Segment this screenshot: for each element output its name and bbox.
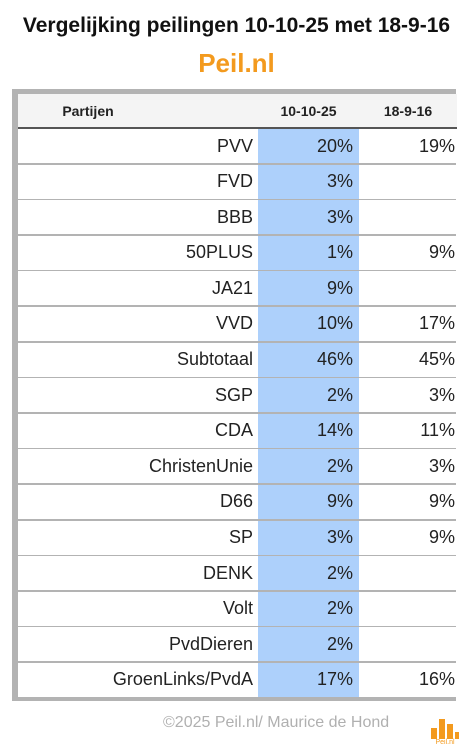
party-cell: DENK [202, 562, 253, 583]
current-value-cell: 3% [258, 520, 359, 555]
table-row: Volt 2% [18, 591, 457, 626]
previous-value-cell: 3% [428, 455, 455, 476]
current-value-cell: 10% [258, 306, 359, 341]
column-header-parties: Partijen [62, 102, 114, 119]
party-cell: PvdDieren [168, 633, 253, 654]
table-row: ChristenUnie 2% 3% [18, 449, 457, 484]
poll-table: Partijen 10-10-25 18-9-16 PVV 20% 19% FVD 3%… [12, 89, 457, 701]
table-row: FVD 3% [18, 164, 457, 199]
table-row: CDA 14% 11% [18, 413, 457, 448]
previous-value-cell [359, 556, 457, 590]
previous-value-cell: 17% [418, 313, 455, 334]
previous-value-cell: 9% [428, 491, 455, 512]
table-header-row: Partijen 10-10-25 18-9-16 [18, 94, 457, 127]
table-row: VVD 10% 17% [18, 306, 457, 341]
current-value-cell: 2% [258, 591, 359, 626]
party-cell: PVV [216, 135, 253, 156]
previous-value-cell [359, 627, 457, 661]
table-row: SP 3% 9% [18, 520, 457, 555]
previous-value-cell: 9% [428, 242, 455, 263]
table-row: PvdDieren 2% [18, 627, 457, 662]
table-row: 50PLUS 1% 9% [18, 235, 457, 270]
party-cell: Subtotaal [176, 349, 253, 370]
previous-value-cell [359, 200, 457, 234]
previous-value-cell: 11% [420, 420, 455, 441]
party-cell: BBB [216, 206, 253, 227]
previous-value-cell [359, 165, 457, 199]
table-row: DENK 2% [18, 556, 457, 591]
party-cell: 50PLUS [185, 242, 253, 263]
current-value-cell: 20% [258, 129, 359, 163]
party-cell: GroenLinks/PvdA [112, 669, 253, 690]
previous-value-cell: 9% [428, 527, 455, 548]
current-value-cell: 14% [258, 413, 359, 448]
table-row: JA21 9% [18, 271, 457, 306]
party-cell: ChristenUnie [148, 455, 253, 476]
current-value-cell: 9% [258, 271, 359, 306]
party-cell: SP [228, 527, 253, 548]
previous-value-cell [359, 592, 457, 626]
current-value-cell: 3% [258, 200, 359, 235]
current-value-cell: 2% [258, 378, 359, 413]
previous-value-cell [359, 271, 457, 305]
party-cell: FVD [217, 171, 253, 192]
header-divider [18, 127, 457, 129]
page-subtitle: Peil.nl [198, 48, 275, 78]
column-header-previous: 18-9-16 [383, 102, 433, 119]
current-value-cell: 2% [258, 556, 359, 591]
current-value-cell: 9% [258, 484, 359, 519]
table-row: PVV 20% 19% [18, 129, 457, 163]
table-row: Subtotaal 46% 45% [18, 342, 457, 377]
footer-copyright: ©2025 Peil.nl/ Maurice de Hond [163, 714, 390, 731]
current-value-cell: 2% [258, 449, 359, 484]
column-header-current: 10-10-25 [280, 102, 337, 119]
current-value-cell: 3% [258, 164, 359, 199]
party-cell: SGP [214, 384, 253, 405]
peil-logo-icon: Peil.nl [430, 714, 460, 746]
previous-value-cell: 19% [418, 135, 455, 156]
previous-value-cell: 3% [428, 384, 455, 405]
party-cell: Volt [222, 598, 253, 619]
party-cell: CDA [214, 420, 253, 441]
table-row: D66 9% 9% [18, 484, 457, 519]
current-value-cell: 17% [258, 662, 359, 697]
logo-text: Peil.nl [435, 739, 455, 746]
table-row: SGP 2% 3% [18, 378, 457, 413]
party-cell: VVD [215, 313, 253, 334]
party-cell: D66 [219, 491, 253, 512]
current-value-cell: 46% [258, 342, 359, 377]
current-value-cell: 2% [258, 627, 359, 662]
previous-value-cell: 45% [418, 349, 455, 370]
previous-value-cell: 16% [418, 669, 455, 690]
current-value-cell: 1% [258, 235, 359, 270]
table-row: BBB 3% [18, 200, 457, 235]
table-row: GroenLinks/PvdA 17% 16% [18, 662, 457, 697]
table-grid: Partijen 10-10-25 18-9-16 PVV 20% 19% FVD 3%… [18, 94, 457, 699]
page-title: Vergelijking peilingen 10-10-25 met 18-9… [22, 14, 451, 37]
party-cell: JA21 [211, 277, 253, 298]
